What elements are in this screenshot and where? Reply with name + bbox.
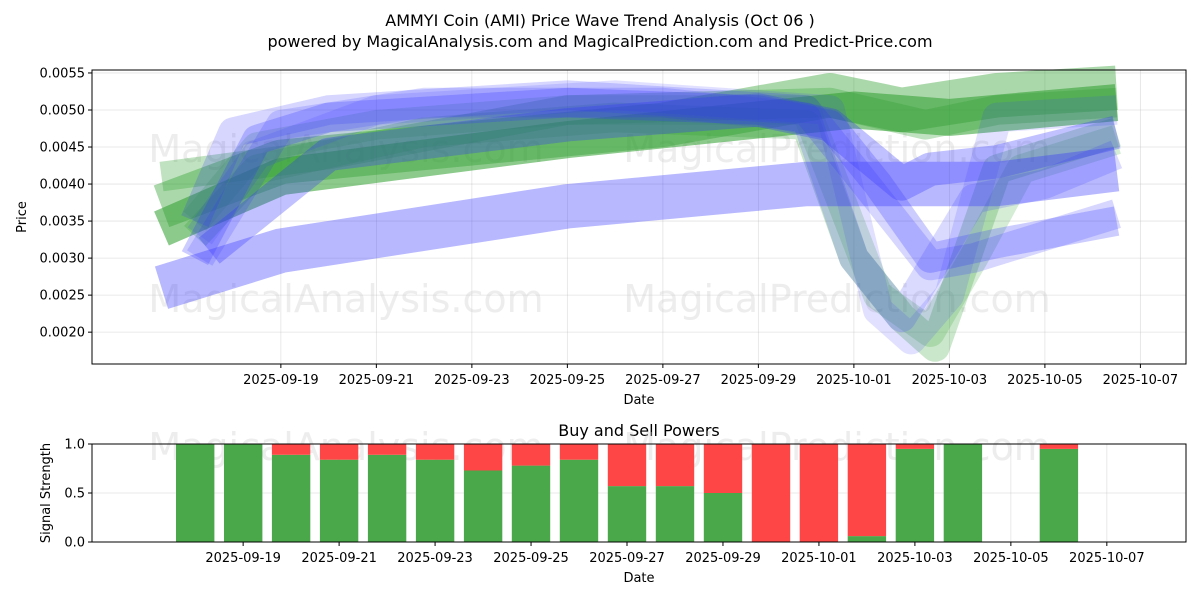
wave-band-green-1 [154,84,1119,246]
power-x-tick-label: 2025-10-03 [877,551,953,566]
power-x-label: Date [623,571,654,586]
wave-band-blue-11 [187,80,1118,355]
buy-bar [319,459,359,542]
power-y-label: Signal Strength [39,443,54,543]
sell-bar [895,444,935,449]
power-x-axis: 2025-09-19 2025-09-21 2025-09-23 2025-09-25… [205,542,1145,566]
chart-title: AMMYI Coin (AMI) Price Wave Trend Analys… [385,11,814,30]
buy-bar [271,454,311,542]
price-y-tick-label: 0.0035 [40,215,86,230]
buy-bar [559,459,599,542]
sell-bar [847,444,887,537]
price-x-tick-label: 2025-10-03 [912,373,988,388]
buy-bar [943,444,983,542]
power-y-tick-label: 0.5 [64,487,85,502]
buy-bar [895,448,935,542]
price-y-tick-label: 0.0030 [40,252,86,267]
price-y-axis: 0.0020 0.0025 0.0030 0.0035 0.0040 0.0045 0.00… [40,66,92,341]
buy-bar [655,486,695,542]
chart-subtitle: powered by MagicalAnalysis.com and Magic… [267,32,932,51]
wave-band-blue-6 [154,147,1120,309]
buy-bar [1039,448,1079,542]
watermark-analysis-mid: MagicalAnalysis.com [148,277,543,321]
sell-bar [511,444,551,466]
wave-band-blue-8 [181,87,1120,273]
sell-bar [559,444,599,460]
price-x-tick-label: 2025-10-01 [816,373,892,388]
price-y-tick-label: 0.0020 [40,326,86,341]
sell-bar [607,444,647,487]
buy-bar [224,444,263,542]
price-y-tick-label: 0.0040 [40,178,86,193]
power-x-tick-label: 2025-09-21 [301,551,377,566]
power-x-tick-label: 2025-09-25 [493,551,569,566]
buy-bar [511,465,551,542]
sell-bar [463,444,503,471]
power-x-tick-label: 2025-10-01 [781,551,857,566]
buy-bar [367,454,407,542]
sell-bar [1039,444,1079,449]
price-x-tick-label: 2025-09-19 [243,373,319,388]
wave-band-blue-10 [187,87,1123,333]
buy-bar [703,493,743,542]
price-y-tick-label: 0.0050 [40,103,86,118]
power-y-tick-label: 0.0 [64,536,85,551]
power-x-tick-label: 2025-09-29 [685,551,761,566]
price-x-tick-label: 2025-09-27 [625,373,701,388]
price-x-tick-label: 2025-10-07 [1103,373,1179,388]
power-y-tick-label: 1.0 [64,438,85,453]
sell-bar [415,444,455,460]
power-x-tick-label: 2025-10-05 [973,551,1049,566]
price-x-tick-label: 2025-09-21 [339,373,415,388]
price-y-label: Price [15,201,30,233]
price-x-tick-label: 2025-09-23 [434,373,510,388]
power-bars [176,444,1079,542]
power-x-tick-label: 2025-10-07 [1069,551,1145,566]
price-plot-frame [91,69,1187,365]
sell-bar [271,444,311,455]
power-x-tick-label: 2025-09-27 [589,551,665,566]
sell-bar [367,444,407,455]
sell-bar [703,444,743,493]
power-x-tick-label: 2025-09-23 [397,551,473,566]
buy-bar [607,486,647,542]
price-y-tick-label: 0.0045 [40,141,86,156]
power-chart-title: Buy and Sell Powers [558,421,720,440]
price-y-tick-label: 0.0025 [40,289,86,304]
buy-bar [847,536,887,542]
price-x-tick-label: 2025-09-25 [530,373,606,388]
sell-bar [319,444,359,460]
price-x-label: Date [623,393,654,408]
wave-band-blue-9 [181,80,1121,281]
power-y-axis: 0.0 0.5 1.0 [64,438,92,551]
price-chart: MagicalAnalysis.com MagicalPrediction.co… [15,65,1187,408]
wave-band-green-2 [153,65,1118,228]
price-x-axis: 2025-09-19 2025-09-21 2025-09-23 2025-09-25… [243,364,1178,388]
power-x-tick-label: 2025-09-19 [205,551,281,566]
buy-bar [463,470,503,542]
buy-bar [176,444,215,542]
wave-band-green-3 [159,87,1118,192]
power-chart: Buy and Sell Powers MagicalAnalysis.com … [39,421,1187,586]
sell-bar [655,444,695,487]
watermark-prediction-mid: MagicalPrediction.com [623,277,1051,321]
sell-bar [799,444,839,542]
price-x-tick-label: 2025-10-05 [1007,373,1083,388]
price-gridlines [92,70,1186,364]
price-y-tick-label: 0.0055 [40,66,86,81]
sell-bar [751,444,791,542]
wave-band-green-5 [183,95,1121,348]
buy-bar [415,459,455,542]
price-wave-bands [153,65,1123,362]
wave-band-blue-7 [198,93,1121,264]
wave-band-green-4 [184,102,1121,362]
price-x-tick-label: 2025-09-29 [721,373,797,388]
